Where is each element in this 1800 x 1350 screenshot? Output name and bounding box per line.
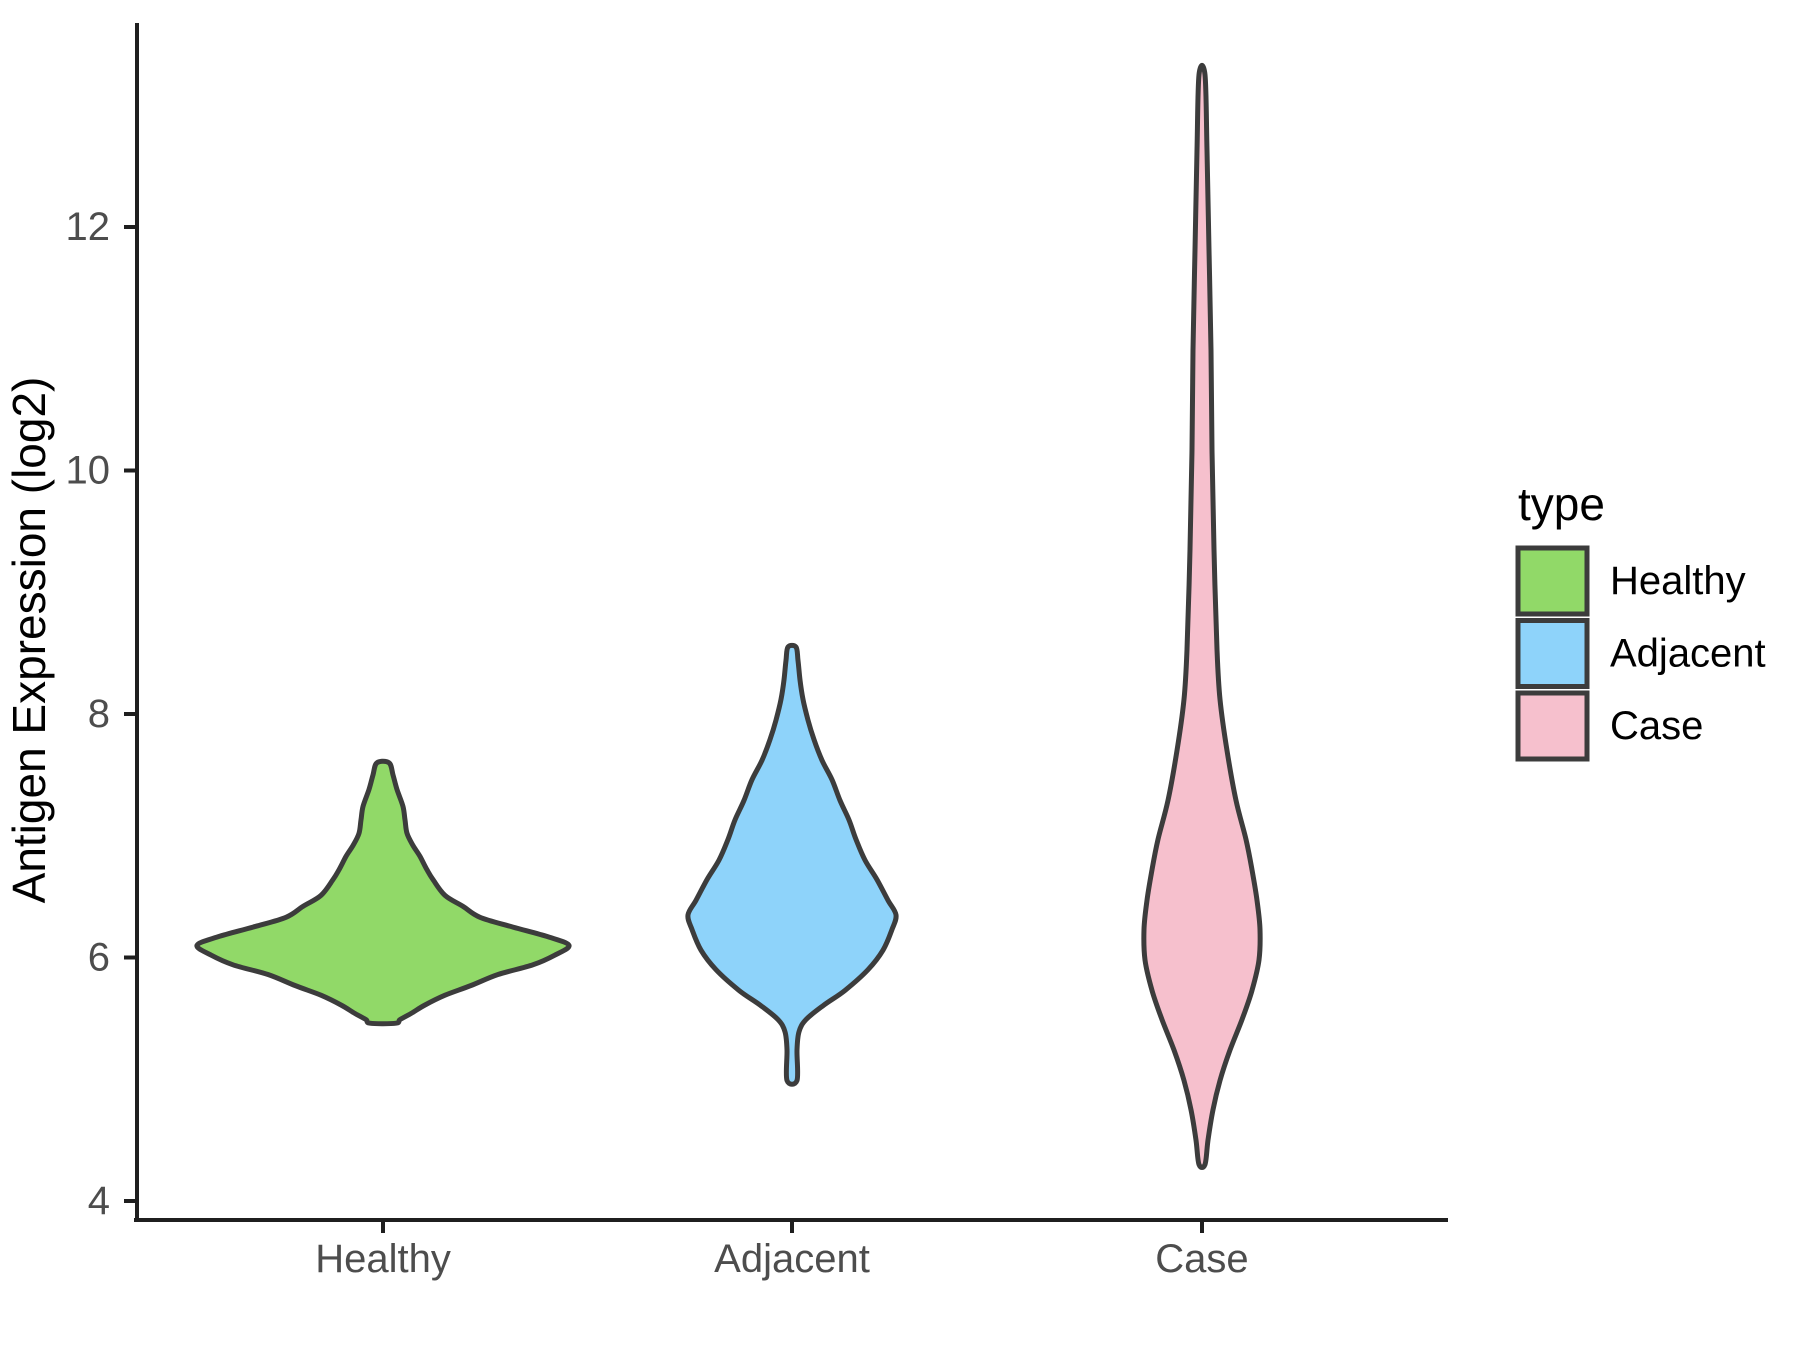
legend: type Healthy Adjacent Case xyxy=(1515,478,1766,762)
legend-key-healthy xyxy=(1515,545,1590,617)
legend-key-adjacent xyxy=(1515,618,1590,689)
y-axis-title: Antigen Expression (log2) xyxy=(3,377,55,904)
legend-label-case: Case xyxy=(1610,704,1703,748)
legend-keys: Healthy Adjacent Case xyxy=(1515,545,1766,762)
violin-case xyxy=(1141,62,1263,1170)
violins-group xyxy=(194,62,1263,1170)
x-category-label: Adjacent xyxy=(714,1237,870,1281)
legend-key-case xyxy=(1515,690,1590,762)
violin-healthy xyxy=(194,758,572,1027)
violin-adjacent xyxy=(685,642,899,1087)
legend-title: type xyxy=(1518,478,1605,530)
y-tick-label: 8 xyxy=(88,692,110,736)
x-category-label: Healthy xyxy=(315,1237,451,1281)
x-category-label: Case xyxy=(1155,1237,1248,1281)
y-tick-label: 10 xyxy=(66,449,111,493)
legend-label-healthy: Healthy xyxy=(1610,559,1746,603)
y-tick-label: 12 xyxy=(66,205,111,249)
y-tick-label: 6 xyxy=(88,936,110,980)
y-axis-ticks: 4 6 8 10 12 xyxy=(66,205,137,1223)
y-tick-label: 4 xyxy=(88,1179,110,1223)
x-axis-ticks: Healthy Adjacent Case xyxy=(315,1220,1249,1281)
legend-label-adjacent: Adjacent xyxy=(1610,632,1766,676)
